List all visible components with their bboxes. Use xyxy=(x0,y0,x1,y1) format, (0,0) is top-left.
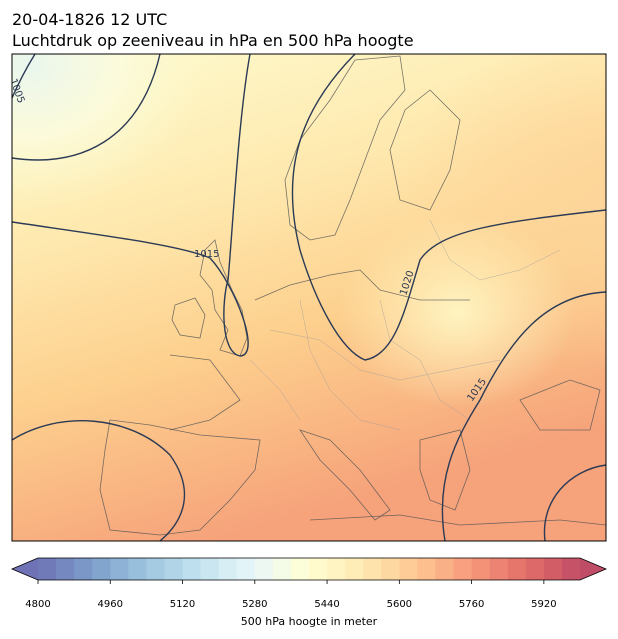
colorbar-band xyxy=(381,558,400,580)
colorbar-band xyxy=(110,558,129,580)
colorbar-band xyxy=(236,558,256,580)
colorbar-band xyxy=(146,558,165,580)
colorbar-tick-label: 5440 xyxy=(314,599,339,610)
isobars xyxy=(12,54,606,541)
contour-label: 1015 xyxy=(194,249,219,260)
colorbar-tick-label: 5760 xyxy=(459,599,484,610)
coastlines xyxy=(99,55,606,536)
colorbar-label: 500 hPa hoogte in meter xyxy=(241,615,378,628)
map: 1005 1015 1020 1015 xyxy=(12,54,606,541)
colorbar-band xyxy=(218,558,238,580)
colorbar-band xyxy=(327,558,346,580)
colorbar-outline xyxy=(10,557,608,581)
title-line-1: 20-04-1826 12 UTC xyxy=(12,10,167,29)
colorbar: 4800 4960 5120 5280 5440 5600 5760 5920 500 hPa … xyxy=(10,557,608,628)
colorbar-tick-label: 4960 xyxy=(98,599,123,610)
colorbar-extend-low xyxy=(12,558,38,580)
colorbar-band xyxy=(507,558,527,580)
colorbar-band xyxy=(128,558,147,580)
colorbar-band xyxy=(561,558,581,580)
colorbar-tick-label: 4800 xyxy=(25,599,50,610)
colorbar-band xyxy=(164,558,184,580)
colorbar-band xyxy=(272,558,292,580)
colorbar-band xyxy=(92,558,111,580)
colorbar-band xyxy=(489,558,509,580)
colorbar-band xyxy=(417,558,436,580)
colorbar-tick-label: 5120 xyxy=(170,599,195,610)
height-field xyxy=(12,54,606,541)
colorbar-band xyxy=(435,558,455,580)
colorbar-tick-label: 5920 xyxy=(531,599,556,610)
colorbar-extend-high xyxy=(580,558,606,580)
colorbar-band xyxy=(399,558,418,580)
colorbar-band xyxy=(56,558,75,580)
colorbar-tick-label: 5600 xyxy=(387,599,412,610)
colorbar-band xyxy=(290,558,310,580)
colorbar-band xyxy=(182,558,202,580)
colorbar-band xyxy=(345,558,364,580)
colorbar-band xyxy=(254,558,274,580)
colorbar-band xyxy=(200,558,220,580)
colorbar-band xyxy=(471,558,491,580)
title-line-2: Luchtdruk op zeeniveau in hPa en 500 hPa… xyxy=(12,31,414,50)
colorbar-band xyxy=(363,558,382,580)
colorbar-band xyxy=(525,558,545,580)
map-frame xyxy=(11,53,607,542)
colorbar-band xyxy=(453,558,473,580)
colorbar-band xyxy=(74,558,93,580)
colorbar-band xyxy=(38,558,57,580)
colorbar-band xyxy=(543,558,563,580)
colorbar-band xyxy=(309,558,328,580)
colorbar-tick-label: 5280 xyxy=(242,599,267,610)
borders xyxy=(249,219,561,431)
